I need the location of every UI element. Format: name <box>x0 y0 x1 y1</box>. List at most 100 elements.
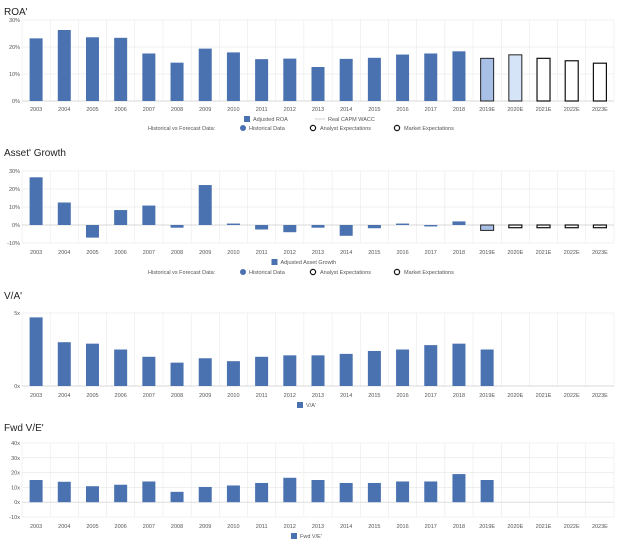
x-tick-label: 2007 <box>143 393 155 399</box>
x-tick-label: 2004 <box>58 107 70 113</box>
x-tick-label: 2012 <box>284 107 296 113</box>
bar-asset_growth-2006 <box>114 210 128 225</box>
x-tick-label: 2022E <box>564 107 580 113</box>
bar-va-2010 <box>226 361 240 386</box>
bar-va-2015 <box>367 350 381 386</box>
x-tick-label: 2004 <box>58 393 70 399</box>
bar-va-2012 <box>283 355 297 386</box>
x-tick-label: 2016 <box>396 250 408 256</box>
panel-title-roa: ROA' <box>4 7 28 18</box>
bar-fwd_ve-2006 <box>114 484 128 503</box>
bar-va-2019E <box>480 349 494 386</box>
bar-roa-2021E <box>536 57 551 102</box>
bar-roa-2008 <box>170 62 184 101</box>
bar-fwd_ve-2015 <box>367 482 381 503</box>
y-tick-label: 30x <box>11 456 20 462</box>
x-tick-label: 2021E <box>536 524 552 530</box>
bar-roa-2018 <box>452 51 466 101</box>
x-tick-label: 2023E <box>592 250 608 256</box>
bar-fwd_ve-2013 <box>311 480 325 503</box>
y-tick-label: 10% <box>9 205 20 211</box>
legend-label: Real CAPM WACC <box>328 117 375 123</box>
bar-asset_growth-2013 <box>311 225 325 228</box>
x-tick-label: 2016 <box>396 107 408 113</box>
x-tick-label: 2013 <box>312 524 324 530</box>
x-tick-label: 2010 <box>227 107 239 113</box>
x-tick-label: 2003 <box>30 107 42 113</box>
bar-asset_growth-2007 <box>142 205 156 225</box>
bar-fwd_ve-2008 <box>170 491 184 503</box>
bar-va-2009 <box>198 358 212 386</box>
x-tick-label: 2019E <box>479 107 495 113</box>
bar-asset_growth-2022E <box>564 224 579 229</box>
bar-fwd_ve-2009 <box>198 486 212 503</box>
y-tick-label: 40x <box>11 441 20 447</box>
market-marker-icon <box>393 124 401 132</box>
legend-swatch-bar <box>271 259 278 265</box>
legend-label: V/A' <box>306 403 316 409</box>
bar-roa-2007 <box>142 53 156 101</box>
historical-marker-icon <box>240 125 246 131</box>
bar-roa-2011 <box>255 59 269 101</box>
y-tick-label: -10x <box>9 515 20 521</box>
y-tick-label: 30% <box>9 18 20 24</box>
bar-asset_growth-2020E <box>508 224 523 229</box>
y-tick-label: 20% <box>9 187 20 193</box>
bar-va-2017 <box>424 345 438 386</box>
y-tick-label: 10% <box>9 72 20 78</box>
bar-asset_growth-2017 <box>424 225 438 227</box>
bar-asset_growth-2016 <box>396 223 410 225</box>
x-tick-label: 2003 <box>30 250 42 256</box>
bar-roa-2012 <box>283 58 297 101</box>
x-tick-label: 2020E <box>507 107 523 113</box>
bar-asset_growth-2015 <box>367 225 381 229</box>
bar-roa-2004 <box>57 29 71 102</box>
bar-asset_growth-2003 <box>29 177 43 225</box>
x-tick-label: 2021E <box>536 250 552 256</box>
x-tick-label: 2022E <box>564 524 580 530</box>
bar-asset_growth-2023E <box>592 224 608 229</box>
x-tick-label: 2005 <box>86 107 98 113</box>
x-tick-label: 2003 <box>30 524 42 530</box>
panel-title-fwd_ve: Fwd V/E' <box>4 423 44 434</box>
bar-fwd_ve-2012 <box>283 477 297 503</box>
x-tick-label: 2009 <box>199 250 211 256</box>
bar-fwd_ve-2016 <box>396 481 410 503</box>
x-tick-label: 2023E <box>592 107 608 113</box>
x-tick-label: 2021E <box>536 393 552 399</box>
x-tick-label: 2023E <box>592 393 608 399</box>
x-tick-label: 2004 <box>58 524 70 530</box>
x-tick-label: 2014 <box>340 393 352 399</box>
bar-roa-2020E <box>508 54 523 102</box>
forecast-legend-market: Market Expectations <box>404 126 454 132</box>
x-tick-label: 2008 <box>171 524 183 530</box>
bar-asset_growth-2019E <box>480 224 495 231</box>
x-tick-label: 2022E <box>564 393 580 399</box>
x-tick-label: 2010 <box>227 393 239 399</box>
x-tick-label: 2006 <box>115 107 127 113</box>
x-tick-label: 2013 <box>312 250 324 256</box>
panel-title-va: V/A' <box>4 291 22 302</box>
bar-roa-2014 <box>339 58 353 101</box>
bar-asset_growth-2008 <box>170 225 184 228</box>
bar-fwd_ve-2003 <box>29 480 43 503</box>
bar-asset_growth-2014 <box>339 225 353 236</box>
analyst-marker-icon <box>309 124 317 132</box>
x-tick-label: 2006 <box>115 250 127 256</box>
historical-marker-icon <box>240 269 246 275</box>
forecast-legend-prefix: Historical vs Forecast Data: <box>148 126 216 132</box>
bar-asset_growth-2018 <box>452 221 466 225</box>
x-tick-label: 2009 <box>199 393 211 399</box>
bar-roa-2022E <box>564 60 579 102</box>
x-tick-label: 2019E <box>479 250 495 256</box>
x-tick-label: 2015 <box>368 250 380 256</box>
bar-fwd_ve-2014 <box>339 482 353 503</box>
legend-swatch-bar <box>297 402 303 408</box>
x-tick-label: 2005 <box>86 393 98 399</box>
y-tick-label: -10% <box>7 241 20 247</box>
bar-va-2018 <box>452 343 466 386</box>
y-tick-label: 0% <box>12 223 20 229</box>
x-tick-label: 2018 <box>453 250 465 256</box>
bar-roa-2015 <box>367 57 381 101</box>
bar-asset_growth-2004 <box>57 202 71 225</box>
